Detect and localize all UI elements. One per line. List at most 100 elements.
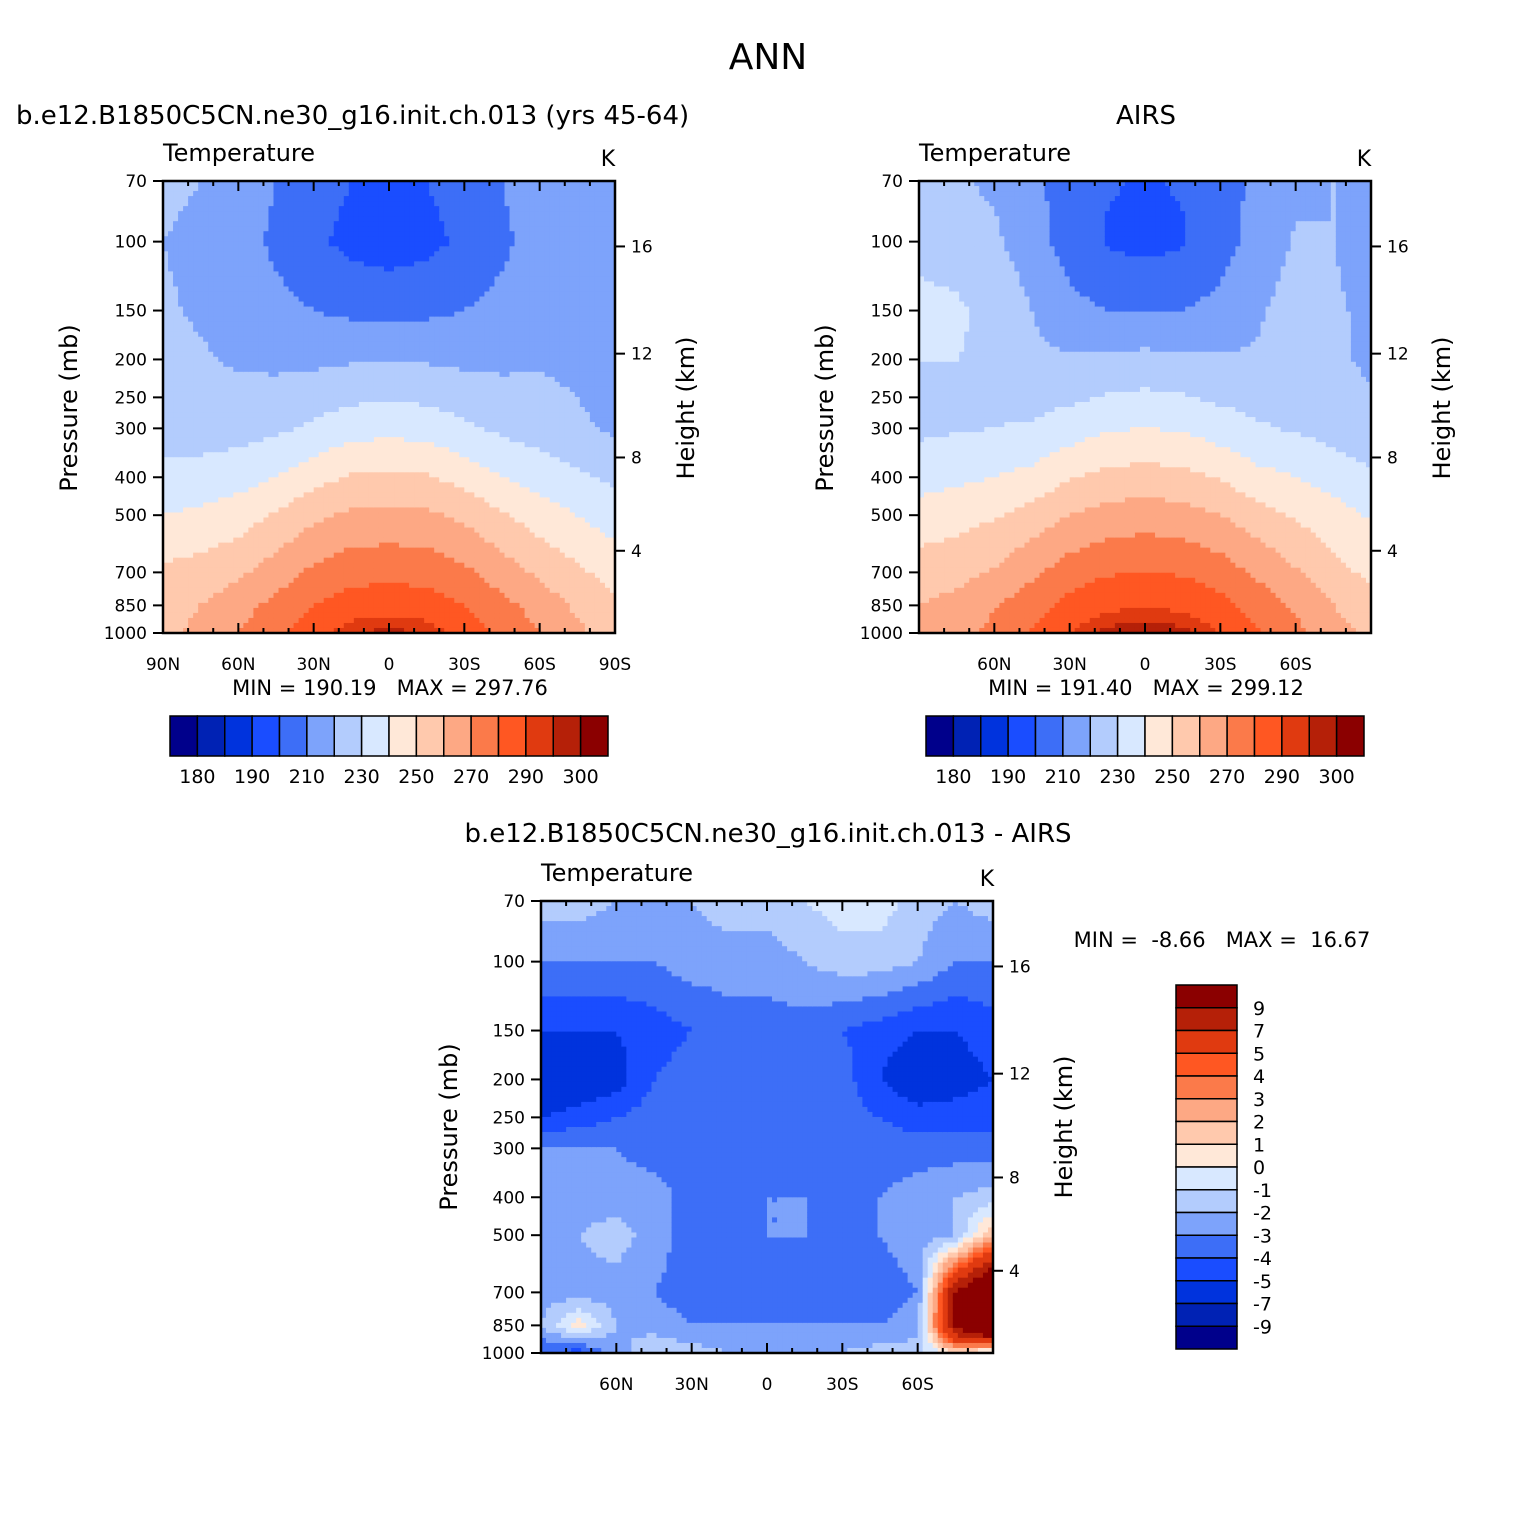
field-cell bbox=[328, 366, 335, 373]
field-cell bbox=[313, 627, 320, 634]
field-cell bbox=[353, 376, 360, 383]
field-cell bbox=[183, 281, 189, 288]
field-cell bbox=[399, 417, 405, 423]
field-cell bbox=[213, 502, 219, 509]
field-cell bbox=[223, 557, 229, 564]
field-cell bbox=[263, 472, 270, 478]
field-cell bbox=[248, 522, 254, 529]
field-cell bbox=[208, 391, 214, 398]
field-cell bbox=[198, 592, 204, 599]
field-cell bbox=[439, 341, 445, 348]
field-cell bbox=[168, 331, 174, 338]
field-cell bbox=[353, 602, 360, 609]
field-cell bbox=[163, 386, 169, 393]
field-cell bbox=[163, 271, 169, 278]
field-cell bbox=[348, 427, 355, 433]
field-cell bbox=[373, 582, 380, 589]
field-cell bbox=[389, 206, 395, 212]
field-cell bbox=[163, 492, 169, 498]
field-cell bbox=[193, 617, 199, 624]
field-cell bbox=[303, 246, 310, 252]
field-cell bbox=[193, 216, 199, 222]
field-cell bbox=[338, 311, 345, 318]
field-cell bbox=[404, 281, 410, 288]
field-cell bbox=[248, 186, 254, 192]
field-cell bbox=[278, 422, 285, 428]
field-cell bbox=[218, 361, 224, 368]
field-cell bbox=[358, 547, 365, 554]
field-cell bbox=[203, 401, 209, 408]
field-cell bbox=[178, 602, 184, 609]
field-cell bbox=[243, 597, 249, 604]
field-cell bbox=[343, 386, 350, 393]
field-cell bbox=[419, 547, 425, 554]
field-cell bbox=[333, 331, 340, 338]
field-cell bbox=[228, 577, 234, 584]
field-cell bbox=[378, 537, 385, 544]
field-cell bbox=[233, 326, 239, 333]
field-cell bbox=[363, 432, 370, 438]
field-cell bbox=[333, 462, 340, 468]
field-cell bbox=[168, 371, 174, 378]
field-cell bbox=[273, 482, 280, 488]
field-cell bbox=[173, 502, 179, 509]
field-cell bbox=[363, 572, 370, 579]
field-cell bbox=[223, 602, 229, 609]
field-cell bbox=[338, 376, 345, 383]
field-cell bbox=[378, 442, 385, 448]
field-cell bbox=[429, 462, 435, 468]
field-cell bbox=[178, 246, 184, 252]
field-cell bbox=[363, 361, 370, 368]
field-cell bbox=[378, 346, 385, 353]
field-cell bbox=[198, 577, 204, 584]
field-cell bbox=[419, 231, 425, 237]
field-cell bbox=[338, 341, 345, 348]
field-cell bbox=[288, 326, 295, 333]
field-cell bbox=[218, 597, 224, 604]
field-cell bbox=[268, 206, 275, 212]
field-cell bbox=[323, 306, 330, 313]
field-cell bbox=[228, 336, 234, 343]
field-cell bbox=[293, 602, 300, 609]
field-cell bbox=[414, 391, 420, 398]
field-cell bbox=[223, 437, 229, 443]
field-cell bbox=[258, 211, 265, 217]
field-cell bbox=[439, 326, 445, 333]
field-cell bbox=[353, 356, 360, 363]
field-cell bbox=[404, 246, 410, 252]
field-cell bbox=[378, 361, 385, 368]
field-cell bbox=[228, 236, 234, 242]
field-cell bbox=[233, 366, 239, 373]
field-cell bbox=[218, 366, 224, 373]
field-cell bbox=[183, 532, 189, 539]
field-cell bbox=[414, 612, 420, 619]
field-cell bbox=[248, 552, 254, 559]
field-cell bbox=[323, 457, 330, 463]
field-cell bbox=[313, 452, 320, 458]
field-cell bbox=[333, 607, 340, 614]
field-cell bbox=[228, 401, 234, 408]
field-cell bbox=[394, 607, 400, 614]
field-cell bbox=[238, 412, 244, 418]
field-cell bbox=[208, 221, 214, 227]
field-cell bbox=[323, 537, 330, 544]
field-cell bbox=[409, 211, 415, 217]
field-cell bbox=[383, 537, 390, 544]
field-cell bbox=[353, 231, 360, 237]
field-cell bbox=[424, 462, 430, 468]
field-cell bbox=[188, 532, 194, 539]
field-cell bbox=[253, 336, 260, 343]
field-cell bbox=[419, 316, 425, 323]
field-cell bbox=[183, 326, 189, 333]
field-cell bbox=[338, 201, 345, 207]
field-cell bbox=[218, 306, 224, 313]
field-cell bbox=[283, 442, 290, 448]
field-cell bbox=[298, 376, 305, 383]
field-cell bbox=[238, 607, 244, 614]
field-cell bbox=[368, 407, 375, 413]
field-cell bbox=[419, 331, 425, 338]
field-cell bbox=[313, 206, 320, 212]
field-cell bbox=[414, 261, 420, 267]
field-cell bbox=[333, 547, 340, 554]
field-cell bbox=[198, 622, 204, 629]
